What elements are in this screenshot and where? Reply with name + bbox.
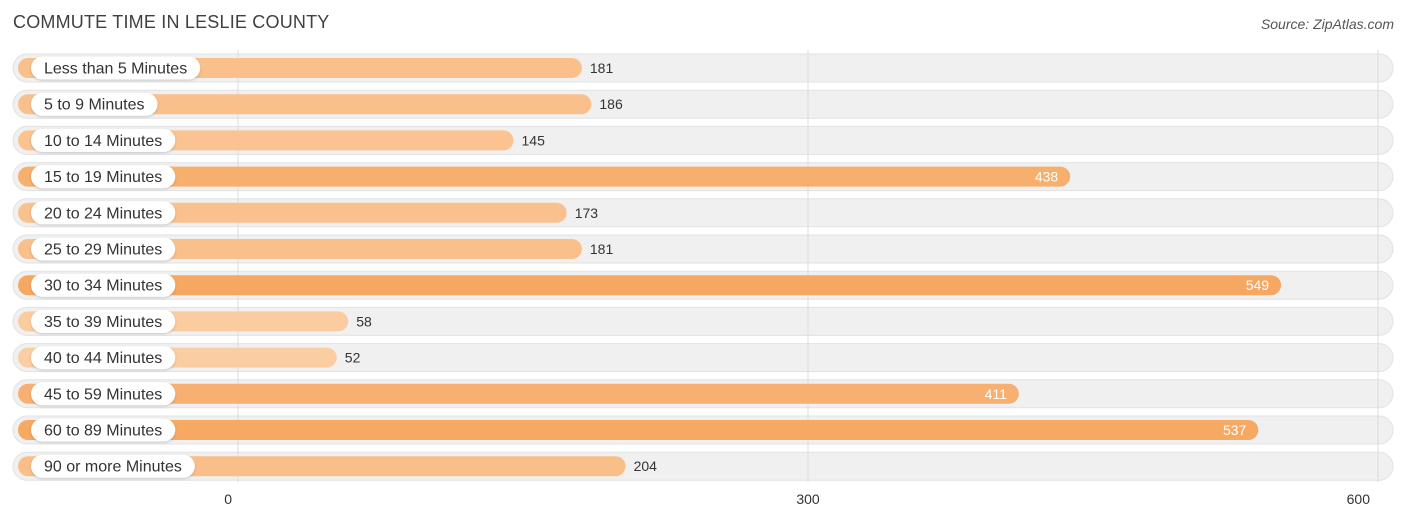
category-label: 45 to 59 Minutes: [44, 386, 162, 403]
value-label: 438: [1035, 169, 1059, 185]
value-label: 181: [590, 241, 614, 257]
category-label-bg: [31, 346, 176, 370]
category-label-bg: [31, 309, 176, 333]
category-label-bg: [31, 418, 176, 442]
category-label: 5 to 9 Minutes: [44, 97, 145, 114]
value-label: 204: [634, 458, 658, 474]
category-label-bg: [31, 128, 176, 152]
x-tick-label: 600: [1347, 491, 1371, 507]
bar: [18, 420, 1259, 440]
category-label-bg: [31, 201, 176, 225]
bar: [18, 94, 592, 115]
bar: [18, 383, 1019, 404]
category-label: 15 to 19 Minutes: [44, 169, 162, 186]
value-label: 186: [599, 96, 623, 112]
bar-track: [12, 306, 1394, 336]
category-label-bg: [31, 454, 195, 478]
category-label: Less than 5 Minutes: [44, 61, 187, 78]
bar: [18, 275, 1282, 296]
category-label-bg: [31, 382, 176, 406]
category-label: 10 to 14 Minutes: [44, 133, 162, 150]
category-label-bg: [31, 165, 176, 189]
value-label: 52: [345, 350, 361, 366]
value-label: 173: [575, 205, 599, 221]
chart-source: Source: ZipAtlas.com: [1260, 16, 1394, 32]
value-label: 549: [1246, 277, 1270, 293]
x-tick-label: 0: [224, 491, 232, 507]
category-label: 30 to 34 Minutes: [44, 278, 162, 295]
chart-title: COMMUTE TIME IN LESLIE COUNTY: [13, 12, 330, 32]
value-label: 181: [590, 60, 614, 76]
category-label-bg: [31, 56, 201, 80]
x-tick-label: 300: [796, 491, 820, 507]
bar: [18, 166, 1071, 187]
category-label: 20 to 24 Minutes: [44, 205, 162, 222]
category-label: 25 to 29 Minutes: [44, 242, 162, 259]
category-label: 60 to 89 Minutes: [44, 423, 162, 440]
value-label: 58: [356, 313, 372, 329]
category-label-bg: [31, 92, 158, 116]
category-label: 40 to 44 Minutes: [44, 350, 162, 367]
value-label: 537: [1223, 422, 1247, 438]
category-label: 90 or more Minutes: [44, 459, 182, 476]
category-label-bg: [31, 273, 176, 297]
category-label: 35 to 39 Minutes: [44, 314, 162, 331]
value-label: 411: [985, 386, 1008, 402]
bar-track: [12, 343, 1394, 373]
category-label-bg: [31, 237, 176, 261]
value-label: 145: [522, 132, 546, 148]
